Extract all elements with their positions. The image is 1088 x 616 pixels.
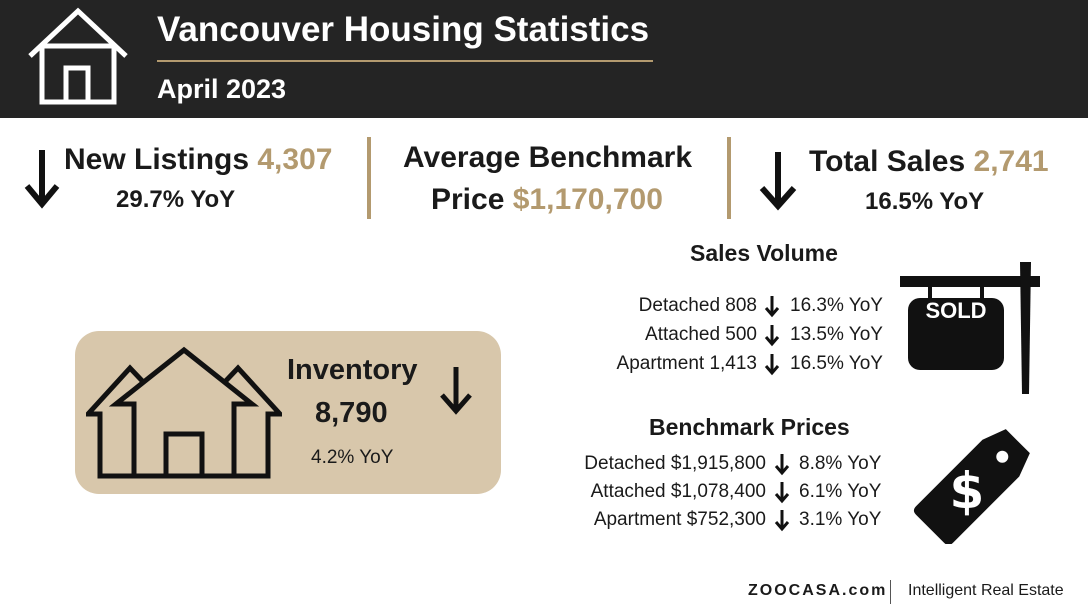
sold-sign-text: SOLD [925,298,987,323]
arrow-down-icon [764,354,780,376]
new-listings-label: New Listings [64,143,250,176]
arrow-down-icon [764,325,780,347]
sales-volume-row-yoy: 16.3% YoY [790,295,883,316]
arrow-down-icon [24,150,60,209]
new-listings-value: 4,307 [257,143,333,176]
footer-divider [890,580,891,604]
arrow-down-icon [759,152,797,211]
sales-volume-row-label: Apartment 1,413 [616,353,757,374]
stat-divider [367,137,371,219]
inventory-yoy: 4.2% YoY [311,447,394,468]
benchmark-value: $1,170,700 [512,183,663,216]
houses-icon [86,346,282,479]
benchmark-stat: Price $1,170,700 [431,183,663,217]
sales-volume-title: Sales Volume [690,240,838,266]
header-bar [0,0,1088,118]
stat-divider [727,137,731,219]
arrow-down-icon [774,454,790,476]
sales-volume-row-label: Attached 500 [645,324,757,345]
arrow-down-icon [774,510,790,532]
total-sales-yoy: 16.5% YoY [865,188,985,215]
price-tag-dollar-icon: $ [913,429,1030,544]
footer-brand: ZOOCASA.com [748,582,888,599]
total-sales-label: Total Sales [809,145,966,178]
total-sales-stat: Total Sales 2,741 [809,145,1049,179]
page-subtitle: April 2023 [157,74,287,104]
benchmark-row-yoy: 8.8% YoY [799,453,882,474]
benchmark-row-label: Attached $1,078,400 [590,481,766,502]
footer-tagline: Intelligent Real Estate [908,582,1064,599]
sales-volume-row-label: Detached 808 [638,295,757,316]
benchmark-row-yoy: 3.1% YoY [799,509,882,530]
new-listings-stat: New Listings 4,307 [64,143,332,177]
sold-sign-icon [900,262,1040,394]
benchmark-row-yoy: 6.1% YoY [799,481,882,502]
benchmark-label-line1: Average Benchmark [403,141,693,174]
benchmark-label-line2: Price [431,183,505,216]
inventory-label: Inventory [287,354,418,386]
arrow-down-icon [774,482,790,504]
arrow-down-icon [764,296,780,318]
title-divider [157,60,653,62]
benchmark-prices-title: Benchmark Prices [649,414,850,440]
svg-text:$: $ [950,462,985,520]
arrow-down-icon [440,367,472,415]
sales-volume-row-yoy: 13.5% YoY [790,324,883,345]
new-listings-yoy: 29.7% YoY [116,186,236,213]
page-title: Vancouver Housing Statistics [157,10,650,49]
benchmark-row-label: Detached $1,915,800 [584,453,766,474]
benchmark-row-label: Apartment $752,300 [593,509,766,530]
house-outline-icon [28,7,128,105]
total-sales-value: 2,741 [973,145,1049,178]
inventory-value: 8,790 [315,397,388,429]
sales-volume-row-yoy: 16.5% YoY [790,353,883,374]
